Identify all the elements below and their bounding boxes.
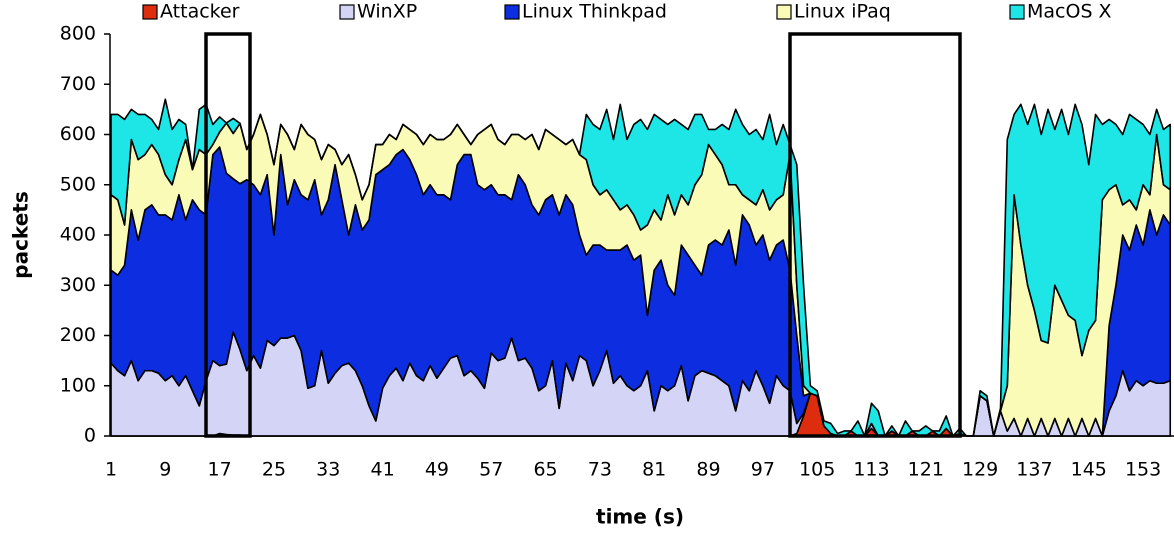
y-tick-label: 100 xyxy=(60,374,96,396)
x-tick-label: 49 xyxy=(425,459,449,481)
y-axis-title: packets xyxy=(9,191,33,278)
x-tick-label: 33 xyxy=(316,459,340,481)
x-tick-label: 153 xyxy=(1125,459,1161,481)
highlight-box xyxy=(788,32,962,438)
x-tick-label: 105 xyxy=(799,459,835,481)
x-tick-label: 145 xyxy=(1071,459,1107,481)
y-tick-label: 0 xyxy=(84,425,96,447)
legend-swatch xyxy=(1009,4,1025,20)
x-tick-label: 41 xyxy=(371,459,395,481)
legend-label: WinXP xyxy=(357,1,417,23)
areas xyxy=(110,98,1172,437)
x-tick-label: 113 xyxy=(853,459,889,481)
legend-swatch xyxy=(504,4,520,20)
legend-label: Linux Thinkpad xyxy=(522,1,667,23)
legend-label: Linux iPaq xyxy=(794,1,891,23)
x-tick-label: 129 xyxy=(962,459,998,481)
legend-swatch xyxy=(142,4,158,20)
legend-label: Attacker xyxy=(160,1,240,23)
y-tick-label: 700 xyxy=(60,73,96,95)
x-axis-title: time (s) xyxy=(596,505,684,529)
highlight-box xyxy=(204,32,252,438)
x-tick-label: 1 xyxy=(105,459,117,481)
x-tick-label: 17 xyxy=(208,459,232,481)
y-tick-label: 500 xyxy=(60,173,96,195)
legend-swatch xyxy=(776,4,792,20)
x-tick-label: 97 xyxy=(751,459,775,481)
x-tick-label: 73 xyxy=(588,459,612,481)
x-tick-label: 57 xyxy=(479,459,503,481)
x-tick-label: 121 xyxy=(908,459,944,481)
x-tick-label: 81 xyxy=(642,459,666,481)
x-tick-label: 65 xyxy=(533,459,557,481)
y-tick-label: 600 xyxy=(60,123,96,145)
y-tick-label: 800 xyxy=(60,23,96,45)
y-tick-label: 200 xyxy=(60,324,96,346)
y-tick-label: 400 xyxy=(60,224,96,246)
x-tick-label: 9 xyxy=(159,459,171,481)
x-tick-label: 137 xyxy=(1016,459,1052,481)
x-tick-label: 25 xyxy=(262,459,286,481)
y-tick-label: 300 xyxy=(60,274,96,296)
legend-label: MacOS X xyxy=(1027,1,1112,23)
x-tick-label: 89 xyxy=(696,459,720,481)
area xyxy=(110,98,1172,437)
legend-swatch xyxy=(339,4,355,20)
